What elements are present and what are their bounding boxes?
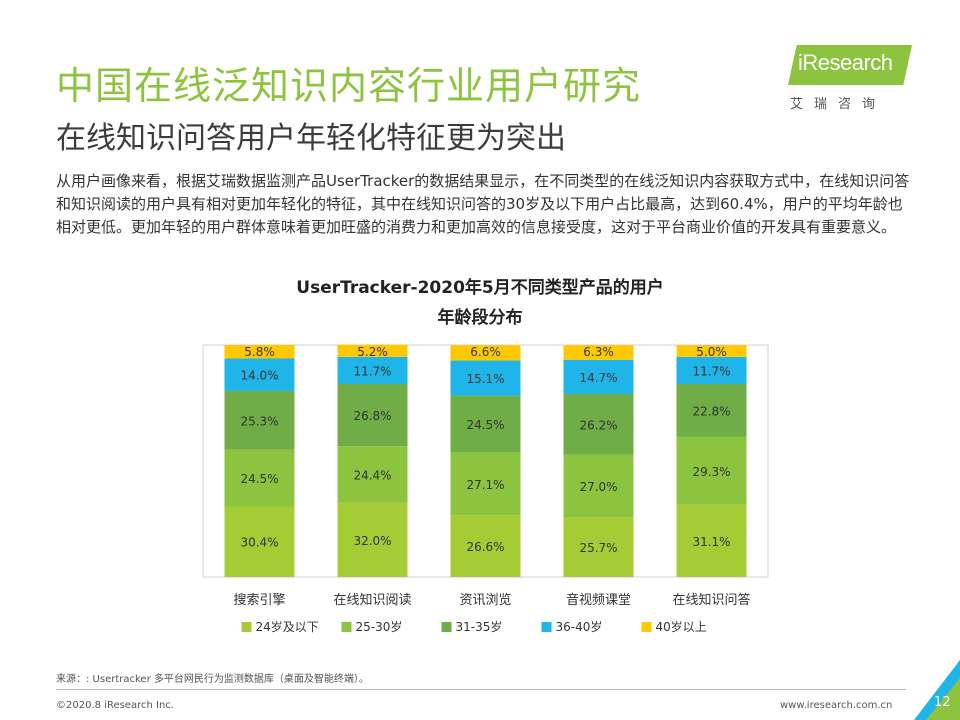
data-label-item-4-series-1: 29.3% <box>692 465 730 479</box>
legend-label-2: 31-35岁 <box>456 619 503 634</box>
bar-segment-item-0-series-4 <box>224 345 295 359</box>
data-label-item-1-series-3: 11.7% <box>353 364 391 378</box>
bar-segment-item-0-series-3 <box>224 358 295 391</box>
website-link[interactable]: www.iresearch.com.cn <box>780 700 893 711</box>
age-distribution-chart: 30.4% 24.5% 25.3% 14.0% 5.8% 搜索引擎 32.0% 24.4% 26… <box>202 344 769 634</box>
bar-segment-item-4-series-3 <box>676 356 747 384</box>
data-label-item-2-series-0: 26.6% <box>466 540 504 554</box>
legend-label-0: 24岁及以下 <box>256 619 319 634</box>
bar-segment-item-3-series-2 <box>563 393 634 455</box>
bar-segment-item-3-series-4 <box>563 345 634 360</box>
data-label-item-1-series-4: 5.2% <box>357 345 388 359</box>
bar-segment-item-1-series-4 <box>337 344 408 357</box>
bar-segment-item-2-series-4 <box>450 345 521 361</box>
data-label-item-0-series-4: 5.8% <box>244 345 275 359</box>
data-label-item-4-series-2: 22.8% <box>692 404 730 418</box>
data-label-item-3-series-3: 14.7% <box>579 371 617 385</box>
data-label-item-1-series-0: 32.0% <box>353 534 391 548</box>
chart-title: UserTracker-2020年5月不同类型产品的用户 年龄段分布 <box>0 273 960 333</box>
logo-text: iResearch <box>798 50 893 75</box>
legend-label-1: 25-30岁 <box>356 619 403 634</box>
bar-segment-item-2-series-3 <box>450 360 521 396</box>
data-label-item-4-series-4: 5.0% <box>696 345 727 359</box>
data-label-item-3-series-4: 6.3% <box>583 345 614 359</box>
copyright-text: ©2020.8 iResearch Inc. <box>56 700 174 711</box>
data-label-item-0-series-3: 14.0% <box>240 369 278 383</box>
data-label-item-1-series-1: 24.4% <box>353 468 391 482</box>
bar-segment-item-1-series-2 <box>337 383 408 447</box>
legend-swatch-3 <box>541 622 552 632</box>
source-note: 来源：: Usertracker 多平台网民行为监测数据库（桌面及智能终端）。 <box>56 674 369 685</box>
category-label-0: 搜索引擎 <box>233 593 285 608</box>
category-label-1: 在线知识阅读 <box>333 592 411 608</box>
bar-segment-item-4-series-2 <box>676 383 747 437</box>
legend-label-3: 36-40岁 <box>556 619 603 634</box>
legend-label-4: 40岁以上 <box>656 619 707 634</box>
data-label-item-2-series-4: 6.6% <box>470 345 501 359</box>
bar-segment-item-0-series-0 <box>224 506 295 577</box>
bar-segment-item-2-series-2 <box>450 395 521 453</box>
data-label-item-3-series-1: 27.0% <box>579 480 617 494</box>
data-label-item-4-series-0: 31.1% <box>692 535 730 549</box>
logo-chinese-text: 艾瑞咨询 <box>790 97 887 112</box>
bar-segment-item-3-series-0 <box>563 517 634 577</box>
legend-swatch-4 <box>641 622 652 632</box>
bar-segment-item-1-series-1 <box>337 446 408 503</box>
bar-segment-item-4-series-1 <box>676 436 747 505</box>
page-subtitle: 在线知识问答用户年轻化特征更为突出 <box>56 121 566 156</box>
data-label-item-3-series-0: 25.7% <box>579 541 617 555</box>
bar-segment-item-1-series-0 <box>337 502 408 577</box>
bar-segment-item-4-series-4 <box>676 345 747 357</box>
bar-segment-item-2-series-1 <box>450 452 521 516</box>
bar-segment-item-0-series-2 <box>224 390 295 450</box>
bar-segment-item-3-series-1 <box>563 454 634 518</box>
data-label-item-0-series-0: 30.4% <box>240 536 278 550</box>
logo-badge <box>788 45 912 85</box>
footer-divider <box>56 689 906 690</box>
bar-segment-item-3-series-3 <box>563 359 634 394</box>
page-title: 中国在线泛知识内容行业用户研究 <box>56 64 642 108</box>
bar-segment-item-1-series-3 <box>337 356 408 384</box>
data-label-item-2-series-1: 27.1% <box>466 478 504 492</box>
data-label-item-0-series-1: 24.5% <box>240 472 278 486</box>
bar-segment-item-4-series-0 <box>676 504 747 577</box>
bar-segment-item-0-series-1 <box>224 449 295 507</box>
legend-swatch-0 <box>241 622 252 632</box>
category-label-2: 资讯浏览 <box>459 592 511 608</box>
bar-segment-item-2-series-0 <box>450 515 521 577</box>
iresearch-logo: iResearch 艾瑞咨询 <box>788 45 918 115</box>
legend-swatch-1 <box>341 622 352 632</box>
data-label-item-2-series-2: 24.5% <box>466 418 504 432</box>
chart-title-line-2: 年龄段分布 <box>437 308 523 328</box>
chart-title-line-1: UserTracker-2020年5月不同类型产品的用户 <box>296 278 664 298</box>
corner-decoration <box>914 660 960 720</box>
legend-swatch-2 <box>441 622 452 632</box>
intro-paragraph: 从用户画像来看，根据艾瑞数据监测产品UserTracker的数据结果显示，在不同… <box>56 172 910 236</box>
category-label-4: 在线知识问答 <box>672 592 750 608</box>
data-label-item-4-series-3: 11.7% <box>692 364 730 378</box>
data-label-item-0-series-2: 25.3% <box>240 414 278 428</box>
data-label-item-2-series-3: 15.1% <box>466 372 504 386</box>
category-label-3: 音视频课堂 <box>566 592 631 608</box>
data-label-item-3-series-2: 26.2% <box>579 418 617 432</box>
data-label-item-1-series-2: 26.8% <box>353 409 391 423</box>
page-number: 12 <box>934 695 951 710</box>
